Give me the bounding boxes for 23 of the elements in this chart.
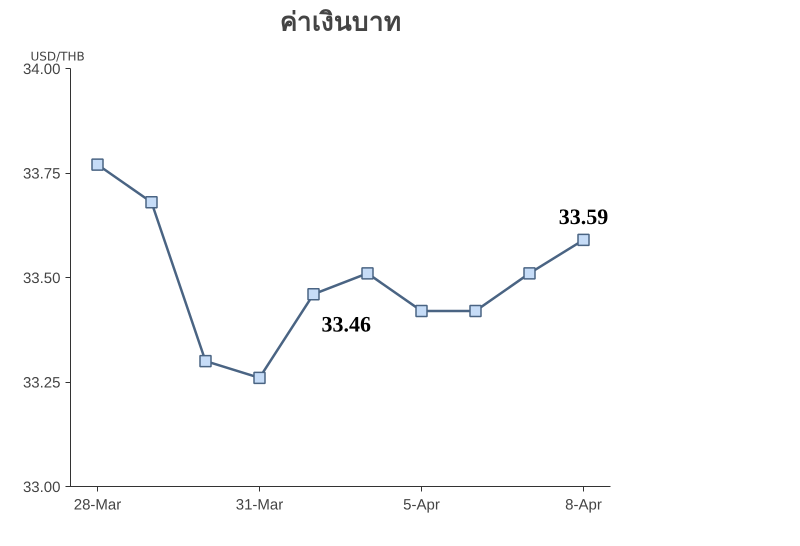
- data-label: 33.59: [558, 204, 608, 229]
- point: [145, 196, 158, 209]
- y-tick-label: 33.25: [22, 374, 61, 392]
- x-tick-label: 31-Mar: [236, 496, 284, 514]
- y-axis-title: USD/THB: [30, 50, 85, 64]
- point: [307, 288, 320, 300]
- point: [199, 354, 212, 368]
- point: [469, 304, 482, 318]
- chart-title: ค่าเงินบาท: [280, 8, 401, 38]
- point: [361, 267, 374, 280]
- y-tick-label: 33.00: [22, 479, 61, 496]
- x-tick-label: 28-Mar: [74, 496, 122, 514]
- y-tick-label: 34.00: [22, 61, 61, 78]
- y-tick-label: 33.50: [22, 270, 61, 287]
- x-tick-label: 5-Apr: [403, 496, 440, 514]
- point: [577, 234, 590, 246]
- point: [253, 372, 266, 384]
- point: [523, 267, 536, 280]
- point: [415, 304, 428, 318]
- y-tick-label: 33.75: [22, 166, 61, 182]
- data-label: 33.46: [322, 312, 371, 337]
- point: [91, 158, 104, 171]
- x-tick-label: 8-Apr: [565, 496, 602, 514]
